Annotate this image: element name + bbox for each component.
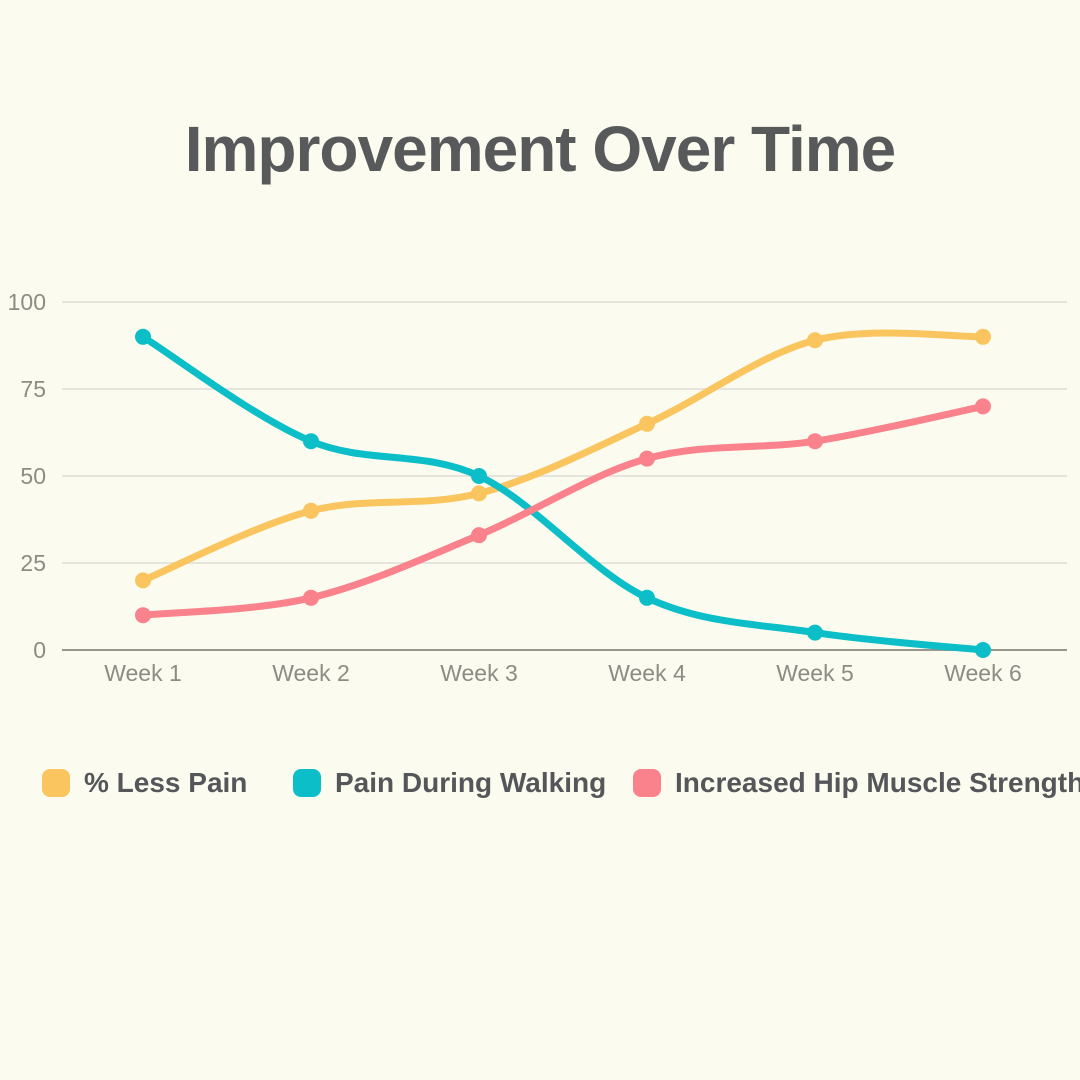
data-point [135,572,151,589]
x-tick-label: Week 6 [944,660,1022,686]
y-tick-label: 0 [33,637,46,663]
data-point [303,433,319,450]
x-tick-label: Week 3 [440,660,518,686]
y-tick-label: 25 [20,550,46,576]
data-point [471,527,487,544]
legend-item-hip-strength: Increased Hip Muscle Strength [633,767,1080,798]
data-point [303,589,319,606]
data-point [807,624,823,641]
data-point [975,398,991,415]
legend-item-less-pain: % Less Pain [42,767,248,798]
line-chart: 0 25 50 75 100 Week 1 Week 2 Week 3 Week 4 Week 5… [8,289,1067,686]
x-tick-label: Week 1 [104,660,182,686]
x-tick-label: Week 2 [272,660,350,686]
x-tick-label: Week 5 [776,660,854,686]
data-point [135,607,151,624]
data-point [135,328,151,345]
data-point [639,589,655,606]
legend-swatch-yellow-icon [42,769,70,797]
legend-swatch-pink-icon [633,769,661,797]
chart-title: Improvement Over Time [184,113,897,185]
data-point [807,332,823,349]
data-point [975,328,991,345]
data-point [975,642,991,658]
legend-label: % Less Pain [84,767,248,798]
x-tick-label: Week 4 [608,660,686,686]
chart-legend: % Less Pain Pain During Walking Increase… [0,767,1080,798]
data-point [471,468,487,484]
legend-label: Increased Hip Muscle Strength [675,767,1080,798]
data-point [471,485,487,502]
data-point [639,415,655,432]
legend-item-pain-during-walking: Pain During Walking [293,767,607,798]
y-tick-label: 100 [8,289,46,315]
data-point [303,502,319,519]
y-tick-label: 75 [20,376,46,402]
y-tick-label: 50 [20,463,46,489]
series-line [139,402,987,619]
data-point [807,433,823,450]
data-point [639,450,655,467]
series-line [139,333,987,654]
legend-label: Pain During Walking [335,767,607,798]
legend-swatch-teal-icon [293,769,321,797]
series-line [139,329,987,584]
